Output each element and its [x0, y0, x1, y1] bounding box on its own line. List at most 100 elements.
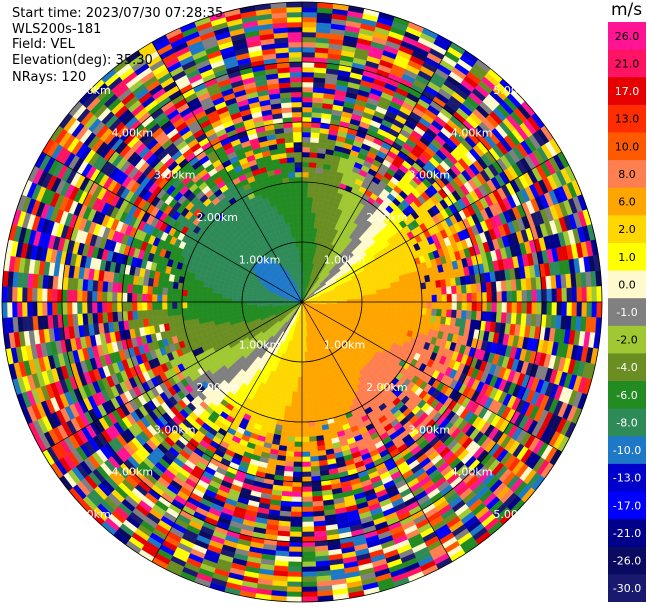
velocity-gate: [291, 491, 303, 498]
velocity-gate: [301, 501, 313, 508]
velocity-gate: [308, 162, 317, 168]
velocity-gate: [301, 206, 308, 213]
velocity-gate: [309, 147, 319, 153]
velocity-gate: [390, 311, 397, 318]
velocity-gate: [375, 289, 382, 295]
velocity-gate: [293, 376, 299, 383]
velocity-gate: [566, 287, 573, 303]
velocity-gate: [289, 541, 303, 548]
velocity-gate: [301, 416, 309, 423]
velocity-gate: [305, 226, 311, 233]
velocity-gate: [310, 460, 320, 467]
velocity-gate: [280, 500, 292, 507]
velocity-gate: [371, 301, 378, 307]
velocity-gate: [301, 476, 312, 483]
velocity-gate: [296, 406, 303, 413]
velocity-gate: [301, 71, 315, 78]
velocity-gate: [301, 46, 316, 53]
velocity-gate: [301, 351, 306, 358]
velocity-gate: [361, 301, 368, 306]
velocity-gate: [301, 491, 313, 498]
velocity-gate: [305, 221, 311, 228]
velocity-gate: [290, 401, 297, 408]
velocity-gate: [451, 285, 457, 295]
velocity-gate: [301, 56, 315, 63]
velocity-gate: [426, 308, 432, 316]
velocity-gate: [361, 295, 368, 300]
velocity-gate: [284, 465, 294, 472]
velocity-gate: [301, 181, 309, 188]
velocity-gate: [283, 470, 294, 477]
velocity-gate: [301, 481, 312, 488]
velocity-gate: [301, 61, 315, 68]
velocity-gate: [307, 191, 314, 198]
velocity-gate: [301, 141, 311, 148]
velocity-gate: [301, 356, 306, 363]
velocity-gate: [396, 301, 403, 308]
velocity-gate: [301, 136, 311, 143]
velocity-gate: [301, 451, 311, 458]
velocity-gate: [421, 301, 428, 309]
velocity-gate: [304, 356, 309, 363]
velocity-gate: [441, 286, 447, 295]
velocity-gate: [301, 541, 315, 548]
velocity-gate: [312, 97, 324, 104]
velocity-gate: [309, 375, 315, 382]
velocity-gate: [381, 297, 388, 303]
velocity-gate: [460, 310, 467, 320]
velocity-gate: [470, 310, 477, 321]
velocity-gate: [292, 471, 303, 478]
velocity-gate: [346, 299, 353, 303]
velocity-gate: [301, 386, 307, 393]
velocity-gate: [391, 306, 398, 313]
velocity-gate: [301, 506, 314, 513]
velocity-gate: [301, 466, 312, 473]
velocity-gate: [308, 426, 316, 432]
velocity-gate: [511, 290, 518, 303]
velocity-gate: [411, 295, 418, 303]
velocity-gate: [307, 411, 315, 418]
velocity-gate: [286, 581, 303, 588]
velocity-gate: [307, 186, 315, 193]
velocity-gate: [495, 280, 502, 292]
velocity-gate: [286, 446, 295, 452]
velocity-gate: [291, 486, 303, 493]
velocity-gate: [591, 301, 598, 318]
velocity-gate: [501, 291, 508, 303]
velocity-gate: [405, 284, 412, 292]
velocity-gate: [311, 485, 323, 492]
velocity-gate: [495, 312, 502, 324]
velocity-gate: [288, 551, 303, 558]
velocity-gate: [305, 376, 311, 383]
velocity-gate: [299, 346, 303, 353]
velocity-gate: [361, 298, 368, 303]
velocity-gate: [301, 371, 307, 378]
velocity-gate: [471, 292, 478, 303]
velocity-gate: [386, 306, 393, 312]
velocity-gate: [288, 556, 303, 563]
velocity-gate: [546, 301, 553, 316]
velocity-gate: [496, 301, 503, 313]
velocity-gate: [596, 301, 603, 318]
velocity-gate: [295, 416, 303, 423]
velocity-gate: [436, 287, 442, 296]
velocity-gate: [346, 296, 353, 300]
velocity-gate: [309, 451, 319, 457]
velocity-gate: [295, 426, 303, 433]
velocity-gate: [287, 561, 303, 568]
velocity-gate: [311, 112, 323, 119]
velocity-gate: [490, 281, 497, 293]
velocity-gate: [287, 436, 296, 442]
velocity-gate: [301, 111, 313, 118]
velocity-gate: [309, 142, 319, 149]
velocity-gate: [311, 395, 318, 402]
velocity-gate: [301, 516, 314, 523]
velocity-gate: [284, 460, 294, 467]
velocity-gate: [301, 571, 317, 578]
velocity-gate: [313, 410, 321, 417]
velocity-gate: [291, 501, 303, 508]
velocity-gate: [312, 102, 324, 109]
velocity-gate: [396, 306, 403, 313]
velocity-gate: [288, 426, 296, 432]
velocity-gate: [301, 411, 309, 418]
